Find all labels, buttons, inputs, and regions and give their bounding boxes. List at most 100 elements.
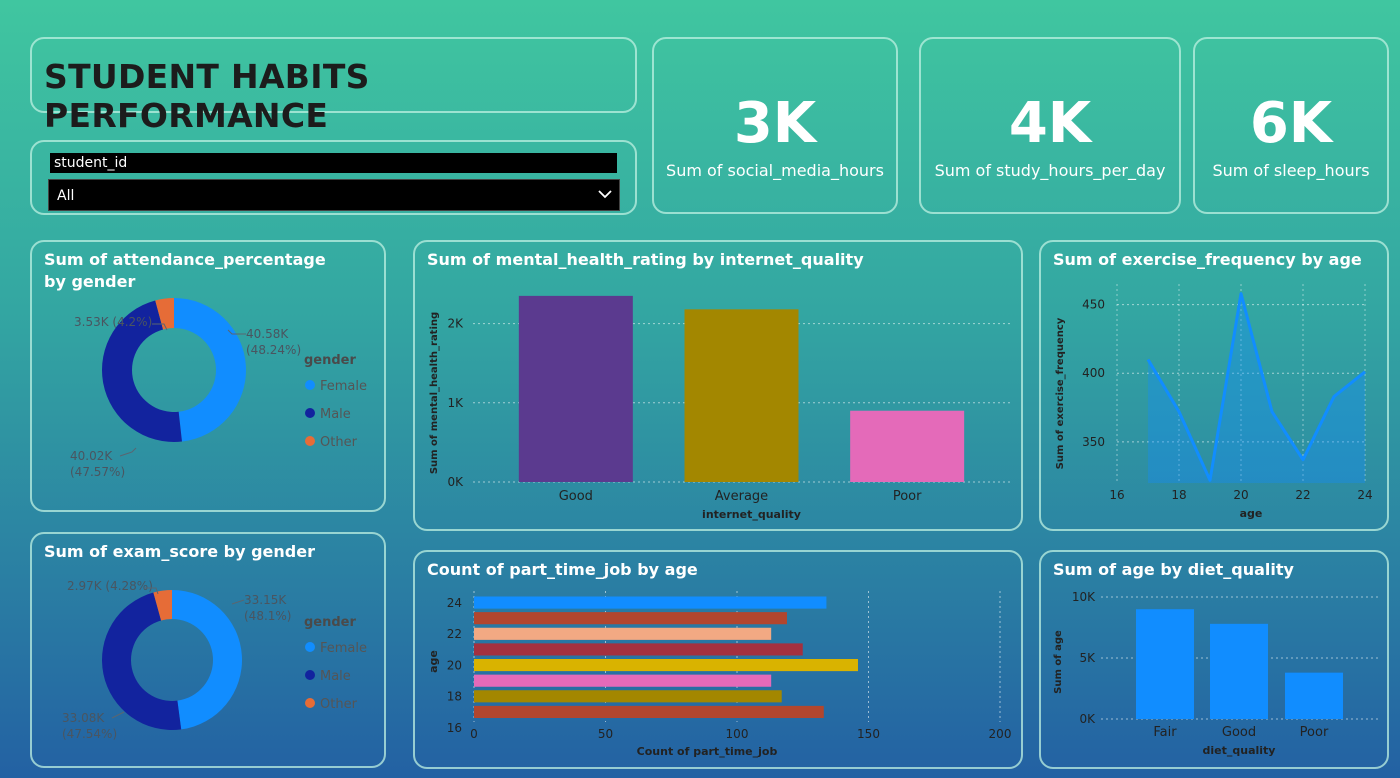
- x-tick-label: 22: [1295, 488, 1310, 502]
- x-tick-label: Good: [559, 489, 593, 504]
- exam-donut-card[interactable]: Sum of exam_score by gender 33.15K (48.1%…: [30, 532, 386, 768]
- x-tick-label: 16: [1109, 488, 1124, 502]
- title-card: STUDENT HABITS PERFORMANCE: [30, 37, 637, 135]
- y-tick-label: 22: [447, 627, 462, 641]
- x-tick-label: Good: [1222, 725, 1256, 740]
- legend-marker-female: [305, 380, 315, 390]
- label-leader-line: [152, 323, 168, 331]
- data-label: (48.1%): [244, 609, 291, 623]
- chart-title: Sum of age by diet_quality: [1053, 560, 1294, 579]
- y-axis-title: age: [427, 650, 440, 673]
- x-tick-label: Fair: [1153, 725, 1177, 740]
- y-axis-title: Sum of mental_health_rating: [429, 312, 440, 474]
- slicer-value: All: [57, 188, 75, 204]
- mental-health-bar-card[interactable]: Sum of mental_health_rating by internet_…: [413, 240, 1023, 531]
- bar-age-24: [474, 596, 827, 609]
- bar-age-17: [474, 705, 824, 718]
- x-tick-label: 20: [1233, 488, 1248, 502]
- y-tick-label: 20: [447, 658, 462, 672]
- bar-age-20: [474, 659, 858, 672]
- bar-good: [518, 295, 633, 482]
- data-label: 2.97K (4.28%): [67, 579, 153, 593]
- attendance-donut-chart[interactable]: 40.58K (48.24%) 40.02K (47.57%) 3.53K (4.2%)…: [32, 242, 384, 510]
- x-tick-label: Poor: [1300, 725, 1329, 740]
- data-label: (47.57%): [70, 465, 125, 479]
- slicer-dropdown[interactable]: All: [48, 179, 620, 211]
- legend-label-other: Other: [320, 697, 358, 712]
- diet-quality-bar-card[interactable]: Sum of age by diet_quality 0K 5K 10K Fair Go…: [1039, 550, 1389, 769]
- bar-average: [684, 309, 799, 482]
- x-tick-label: 18: [1171, 488, 1186, 502]
- label-leader-line: [144, 587, 159, 595]
- x-tick-label: 200: [989, 727, 1012, 741]
- y-tick-label: 18: [447, 690, 462, 704]
- kpi-label: Sum of social_media_hours: [666, 161, 884, 180]
- chart-title: Sum of exercise_frequency by age: [1053, 250, 1362, 269]
- legend-marker-other: [305, 436, 315, 446]
- exam-donut-chart[interactable]: 33.15K (48.1%) 33.08K (47.54%) 2.97K (4.28%)…: [32, 534, 384, 766]
- y-tick-label: 400: [1082, 366, 1105, 380]
- kpi-card-sleep-hours: 6K Sum of sleep_hours: [1193, 37, 1389, 214]
- label-leader-line: [231, 599, 245, 605]
- part-time-job-bar-card[interactable]: Count of part_time_job by age 0 50 100 150 2…: [413, 550, 1023, 769]
- legend-label-male: Male: [320, 407, 351, 422]
- chart-title: Sum of attendance_percentage by gender: [44, 250, 326, 291]
- y-tick-label: 450: [1082, 298, 1105, 312]
- page-title: STUDENT HABITS PERFORMANCE: [44, 57, 370, 135]
- donut-slice-other: [155, 298, 174, 330]
- x-tick-label: 100: [726, 727, 749, 741]
- legend-title: gender: [304, 615, 357, 630]
- label-leader-line: [111, 711, 125, 719]
- mental-health-bar-chart[interactable]: 0K 1K 2K Good Average Poor internet_quality Sum…: [415, 242, 1021, 529]
- chart-title: Sum of mental_health_rating by internet_…: [427, 250, 864, 269]
- legend-label-other: Other: [320, 435, 358, 450]
- x-tick-label: Poor: [893, 489, 922, 504]
- slicer-label: student_id: [50, 153, 617, 173]
- data-label: 33.15K: [244, 593, 287, 607]
- kpi-card-study-hours: 4K Sum of study_hours_per_day: [919, 37, 1181, 214]
- bar-age-18: [474, 690, 782, 703]
- label-leader-line: [227, 329, 246, 335]
- bar-poor: [1285, 672, 1343, 719]
- x-tick-label: 24: [1357, 488, 1372, 502]
- donut-slice-other: [153, 590, 172, 621]
- data-label: 40.02K: [70, 449, 113, 463]
- kpi-value: 6K: [1249, 91, 1333, 156]
- y-tick-label: 24: [447, 596, 462, 610]
- x-axis-title: internet_quality: [702, 508, 801, 521]
- legend-marker-female: [305, 642, 315, 652]
- area-fill: [1148, 293, 1365, 483]
- x-tick-label: 150: [857, 727, 880, 741]
- bar-poor: [850, 410, 965, 482]
- kpi-label: Sum of study_hours_per_day: [934, 161, 1166, 180]
- attendance-donut-card[interactable]: Sum of attendance_percentage by gender 4…: [30, 240, 386, 512]
- data-label: 40.58K: [246, 327, 289, 341]
- y-tick-label: 0K: [1079, 712, 1096, 726]
- y-tick-label: 5K: [1079, 651, 1096, 665]
- kpi-value: 3K: [733, 91, 817, 156]
- bar-fair: [1136, 609, 1194, 719]
- donut-slice-male: [101, 592, 182, 730]
- y-axis-title: Sum of age: [1053, 630, 1064, 694]
- chart-title: Sum of exam_score by gender: [44, 542, 315, 561]
- bar-age-23: [474, 612, 787, 625]
- bar-good: [1210, 623, 1268, 719]
- y-tick-label: 350: [1082, 435, 1105, 449]
- x-tick-label: 0: [470, 727, 478, 741]
- kpi-card-social-media: 3K Sum of social_media_hours: [652, 37, 898, 214]
- x-axis-title: diet_quality: [1203, 744, 1276, 757]
- legend-marker-other: [305, 698, 315, 708]
- chart-title: Count of part_time_job by age: [427, 560, 698, 579]
- donut-slice-male: [101, 300, 182, 442]
- legend-label-male: Male: [320, 669, 351, 684]
- y-tick-label: 10K: [1072, 590, 1096, 604]
- y-tick-label: 0K: [447, 475, 464, 489]
- y-tick-label: 16: [447, 721, 462, 735]
- student-id-slicer: student_id All: [30, 140, 637, 215]
- bar-age-21: [474, 643, 803, 656]
- exercise-area-card[interactable]: Sum of exercise_frequency by age 350 400 4…: [1039, 240, 1389, 531]
- bar-age-19: [474, 674, 772, 687]
